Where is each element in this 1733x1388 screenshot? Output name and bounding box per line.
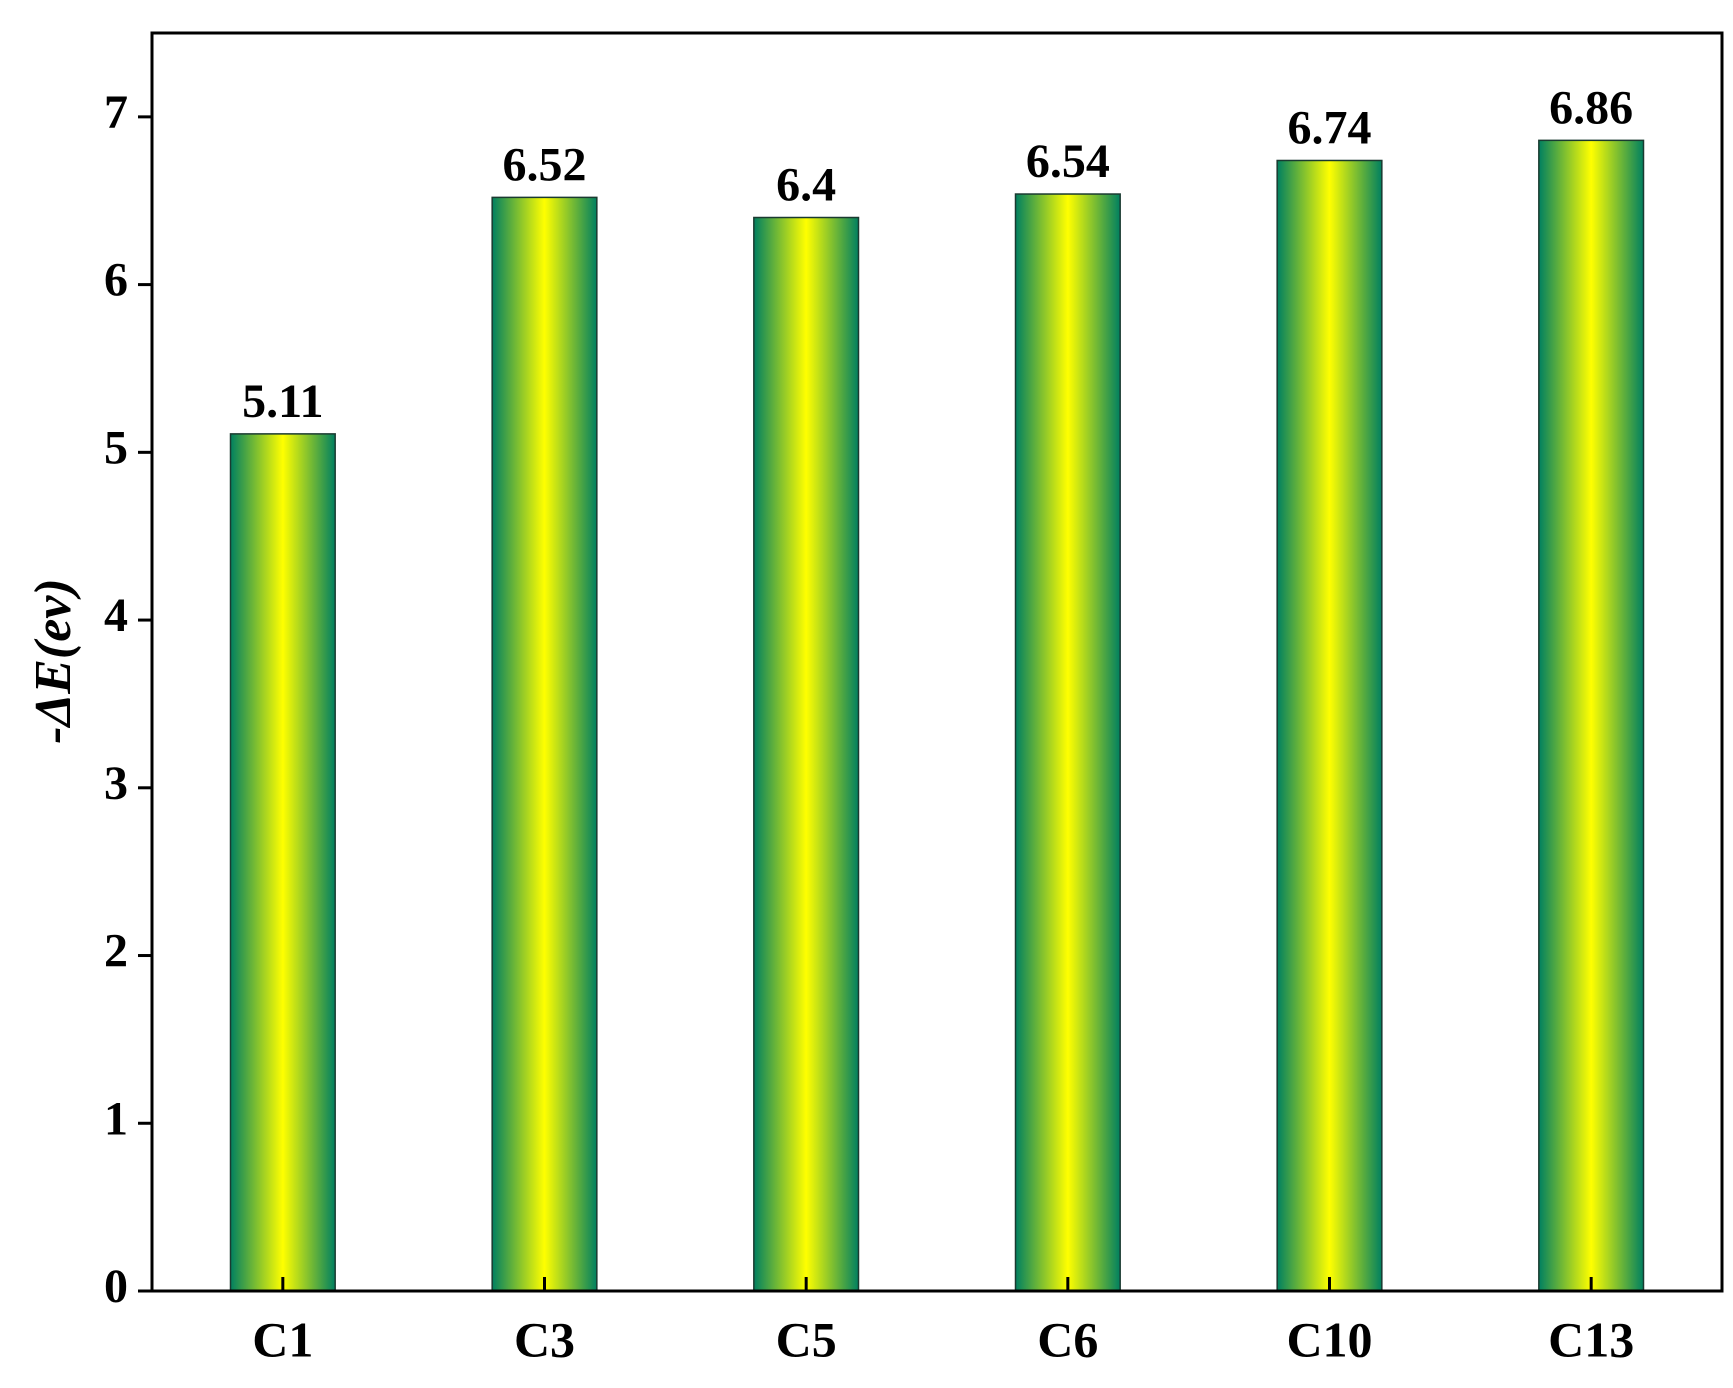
bar (1276, 159, 1383, 1292)
bar (753, 216, 860, 1292)
value-label: 5.11 (242, 375, 323, 428)
y-tick-label: 4 (104, 589, 128, 642)
bar (1014, 193, 1121, 1292)
y-tick-label: 0 (104, 1260, 128, 1313)
y-tick-label: 5 (104, 421, 128, 474)
x-tick-label: C3 (514, 1311, 575, 1367)
plot-frame (150, 31, 1724, 1293)
value-label: 6.52 (503, 138, 587, 191)
bar (229, 433, 336, 1292)
y-tick-label: 2 (104, 925, 128, 978)
y-tick-label: 7 (104, 86, 128, 139)
y-tick-label: 3 (104, 757, 128, 810)
bar (491, 196, 598, 1292)
y-tick-label: 1 (104, 1092, 128, 1145)
value-label: 6.4 (776, 159, 836, 212)
x-tick-label: C10 (1286, 1311, 1372, 1367)
value-label: 6.74 (1288, 101, 1372, 154)
x-tick-label: C6 (1037, 1311, 1098, 1367)
x-tick-label: C5 (776, 1311, 837, 1367)
value-label: 6.54 (1026, 135, 1110, 188)
y-tick-label: 6 (104, 254, 128, 307)
bar (1538, 139, 1645, 1292)
x-tick-label: C13 (1548, 1311, 1634, 1367)
y-axis-label: -ΔE(ev) (25, 578, 82, 743)
x-tick-label: C1 (252, 1311, 313, 1367)
value-label: 6.86 (1549, 81, 1633, 134)
